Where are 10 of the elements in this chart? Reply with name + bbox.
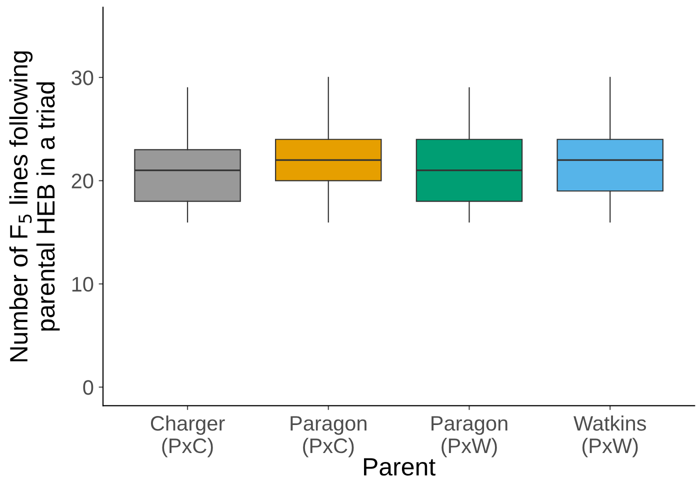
x-tick-label: Charger (PxC): [150, 415, 225, 458]
y-tick-label: 30: [72, 70, 94, 86]
y-axis-title: Number of F$_{5}$ lines following parental HEB in a triad: [9, 51, 60, 362]
y-tick-label: 10: [72, 276, 94, 292]
x-tick-label: Paragon (PxW): [432, 416, 508, 458]
x-tick-label: Paragon (PxC): [290, 416, 366, 458]
y-tick-label: 0: [83, 380, 94, 395]
x-tick-label: Watkins (PxW): [574, 415, 646, 458]
x-axis-title: Parent: [364, 458, 436, 476]
y-tick-label: 20: [72, 174, 94, 188]
